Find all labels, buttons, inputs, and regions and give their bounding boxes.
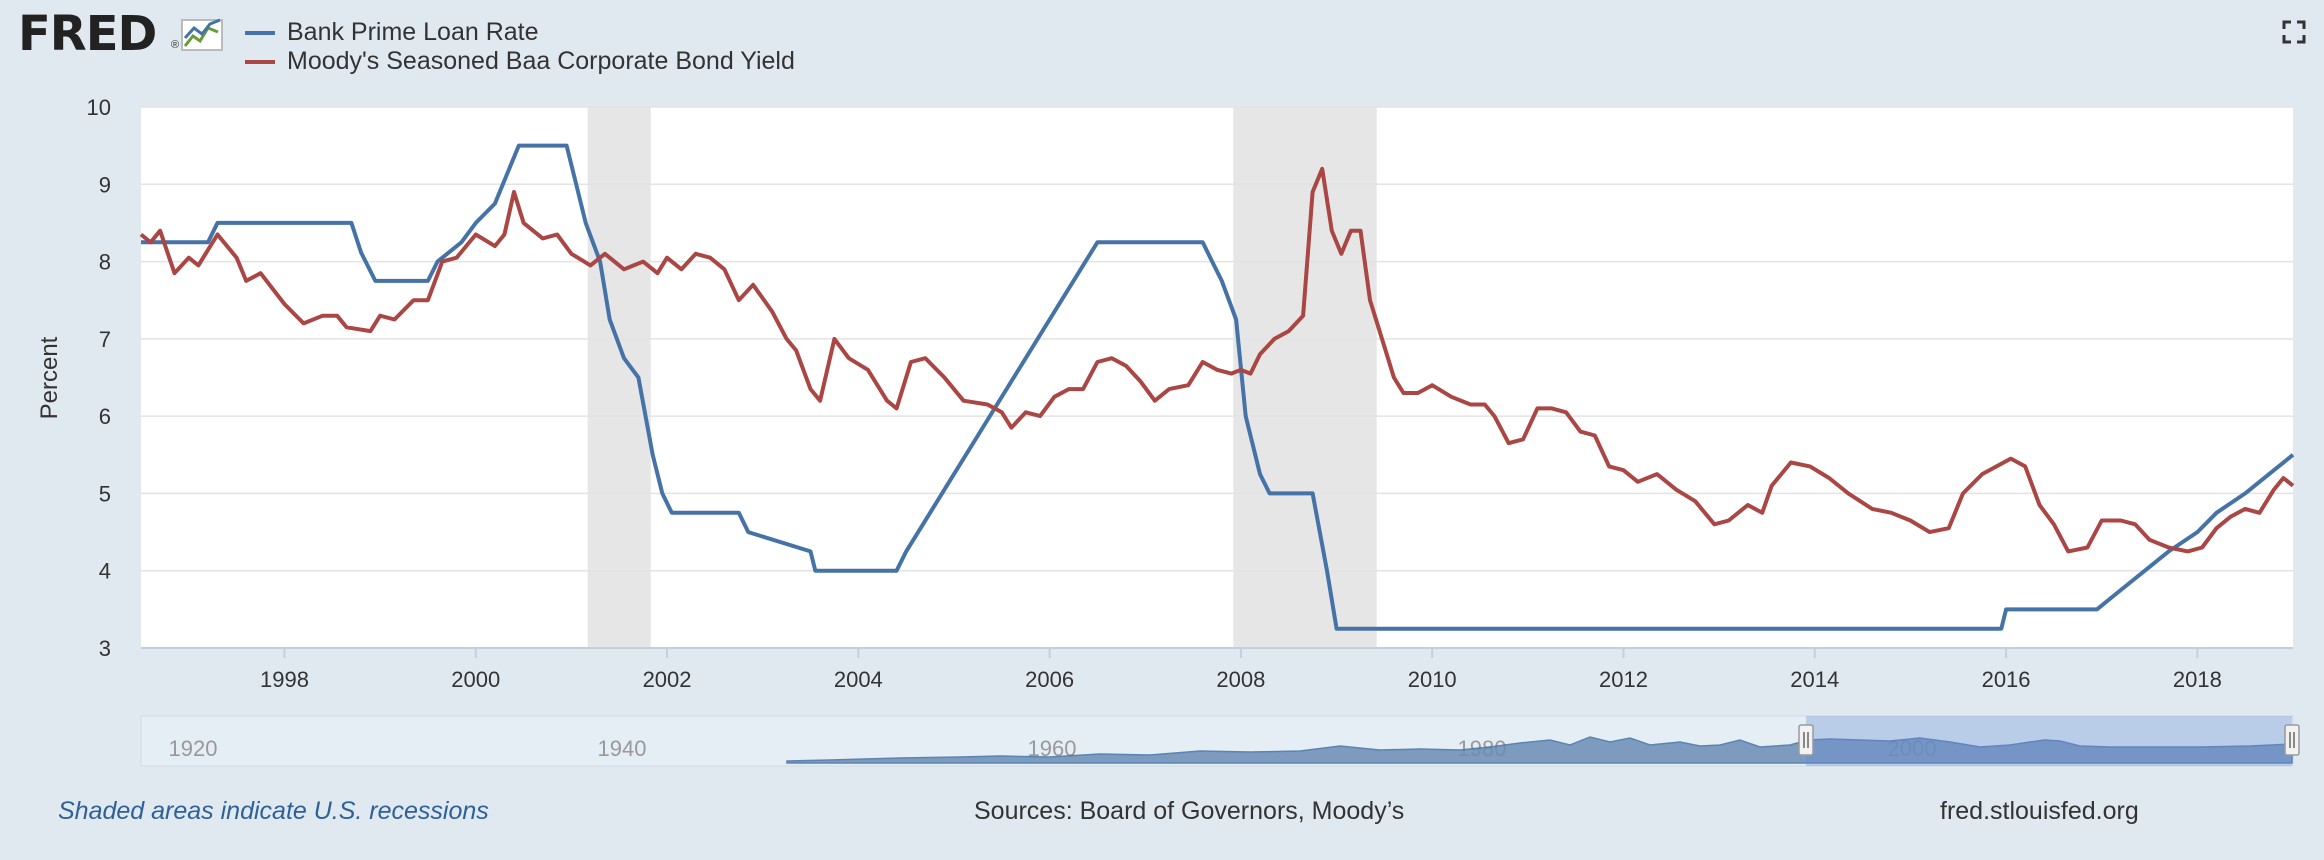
x-tick-label: 2014 [1790,667,1839,692]
y-tick-label: 3 [99,636,111,661]
legend-label-baa-yield: Moody's Seasoned Baa Corporate Bond Yiel… [287,47,795,75]
x-tick-label: 2012 [1599,667,1648,692]
navigator-label: 1920 [169,736,218,761]
navigator-handle-body [1798,724,1814,756]
y-tick-label: 9 [99,172,111,197]
plot-area [141,107,2293,648]
series-line-baa-yield [139,166,2295,554]
legend-swatch-baa-yield [245,59,275,64]
x-tick-label: 2008 [1216,667,1265,692]
fred-logo-text: FRED [18,6,157,62]
y-tick-label: 5 [99,481,111,506]
x-tick-label: 1998 [260,667,309,692]
sources-text: Sources: Board of Governors, Moody’s [974,797,1405,825]
navigator-handle-right[interactable] [2284,724,2300,756]
y-axis-title: Percent [36,336,63,419]
recession-band [587,107,651,648]
y-tick-label: 6 [99,404,111,429]
legend-label-prime-rate: Bank Prime Loan Rate [287,18,539,46]
x-tick-label: 2006 [1025,667,1074,692]
fred-graph-icon [181,18,223,51]
x-tick-label: 2010 [1408,667,1457,692]
fullscreen-icon[interactable] [2282,20,2306,44]
y-tick-label: 7 [99,327,111,352]
site-link[interactable]: fred.stlouisfed.org [1940,797,2139,825]
line-chart: 3 4 5 6 7 8 9 10 1998 2000 2002 2004 2006 2008 2010 201… [36,95,2300,767]
registered-mark: ® [171,39,180,51]
recession-band [1233,107,1377,648]
legend-item-prime-rate[interactable]: Bank Prime Loan Rate [245,18,795,47]
x-tick-label: 2004 [834,667,883,692]
series-line-prime-rate [141,143,2295,631]
navigator-selection [1806,716,2292,766]
navigator-handle-left[interactable] [1798,724,1814,756]
x-tick-label: 2002 [643,667,692,692]
recession-note: Shaded areas indicate U.S. recessions [58,797,489,825]
chart-legend: Bank Prime Loan Rate Moody's Seasoned Ba… [245,18,795,76]
x-tick-label: 2018 [2173,667,2222,692]
navigator-series [786,736,2293,764]
y-tick-label: 10 [87,95,111,120]
legend-swatch-prime-rate [245,30,275,35]
y-tick-label: 8 [99,250,111,275]
x-tick-label: 2016 [1982,667,2031,692]
y-tick-label: 4 [99,559,111,584]
x-tick-label: 2000 [451,667,500,692]
legend-item-baa-yield[interactable]: Moody's Seasoned Baa Corporate Bond Yiel… [245,47,795,76]
navigator-handle-body [2284,724,2300,756]
navigator-label: 1940 [598,736,647,761]
fred-logo[interactable]: FRED [18,6,157,62]
